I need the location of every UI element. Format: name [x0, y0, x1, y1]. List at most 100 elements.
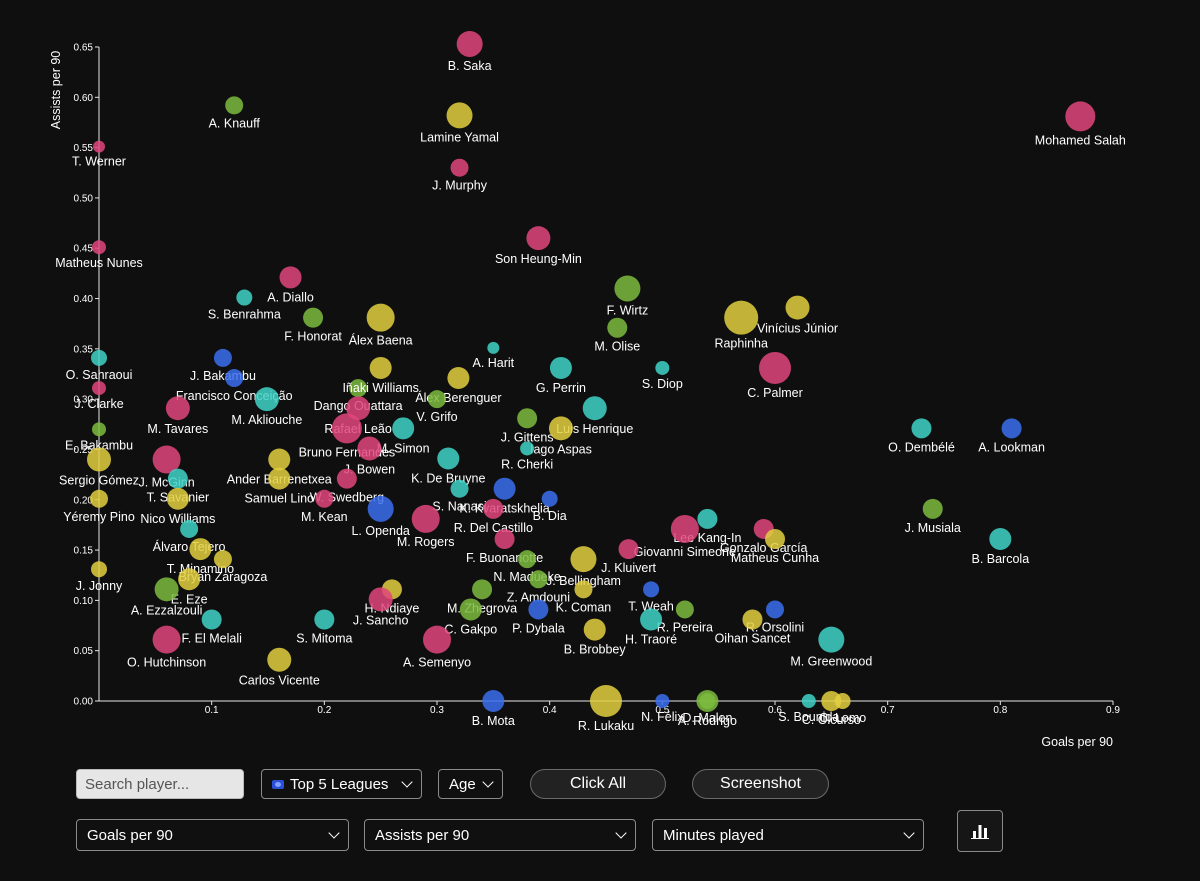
player-label: M. Rogers	[397, 535, 455, 549]
player-label: J. Bakambu	[190, 369, 256, 383]
player-bubble	[428, 390, 446, 409]
player-bubble	[180, 519, 199, 538]
bubble-chart: 0.00 0.05 0.10 0.15 0.20 0.25 0.30 0.35 0.40 0.45…	[49, 30, 1126, 749]
chevron-down-icon	[328, 827, 340, 839]
player-bubble	[314, 609, 335, 630]
x-metric-select[interactable]: Goals per 90	[76, 819, 349, 851]
player-label: K. Kvaratskhelia	[459, 502, 549, 516]
player-bubble	[765, 529, 785, 550]
player-bubble	[92, 240, 106, 255]
player-bubble	[482, 690, 505, 712]
y-tick-label: 0.30	[74, 395, 94, 406]
chart-toggle-button[interactable]	[957, 810, 1003, 852]
player-bubble	[167, 468, 188, 489]
x-tick-label: 0.6	[768, 705, 782, 716]
player-bubble	[696, 690, 719, 712]
player-bubble	[93, 140, 105, 153]
search-input[interactable]	[76, 769, 244, 799]
player-bubble	[236, 289, 253, 306]
player-bubble	[493, 477, 516, 500]
player-bubble	[456, 30, 483, 57]
player-bubble	[303, 307, 324, 328]
click-all-button[interactable]: Click All	[530, 769, 666, 799]
player-label: A. Rodrigo	[678, 714, 737, 728]
y-tick-label: 0.40	[74, 294, 94, 305]
player-label: R. Lukaku	[578, 719, 634, 733]
player-bubble	[213, 550, 232, 569]
player-bubble	[1065, 101, 1096, 132]
y-tick-label: 0.45	[74, 244, 94, 255]
player-bubble	[583, 618, 606, 641]
player-bubble	[911, 418, 932, 439]
x-tick-label: 0.3	[430, 705, 444, 716]
player-bubble	[472, 579, 493, 600]
league-select[interactable]: Top 5 Leagues	[261, 769, 422, 799]
player-bubble	[225, 96, 244, 115]
player-label: K. De Bruyne	[411, 472, 485, 486]
player-label: C. Gakpo	[444, 622, 497, 636]
y-tick-label: 0.20	[74, 495, 94, 506]
player-bubble	[450, 479, 469, 498]
player-bubble	[989, 528, 1012, 551]
player-label: J. Clarke	[74, 397, 123, 411]
player-bubble	[268, 467, 291, 490]
player-bubble	[437, 447, 460, 470]
player-label: A. Diallo	[267, 290, 314, 304]
player-label: B. Mota	[472, 714, 515, 728]
size-metric-select[interactable]: Minutes played	[652, 819, 924, 851]
player-bubble	[450, 158, 469, 177]
player-label: J. Musiala	[905, 521, 961, 535]
y-metric-select[interactable]: Assists per 90	[364, 819, 636, 851]
player-bubble	[675, 600, 694, 619]
player-label: O. Hutchinson	[127, 656, 206, 670]
player-label: C. Lomo	[819, 711, 866, 725]
player-label: F. Wirtz	[607, 303, 649, 317]
player-bubble	[766, 600, 784, 619]
player-bubble	[349, 379, 368, 398]
player-bubble	[529, 570, 548, 589]
player-label: M. Akliouche	[231, 413, 302, 427]
player-bubble	[369, 356, 392, 379]
player-bubble	[487, 341, 500, 354]
player-bubble	[607, 317, 628, 338]
player-bubble	[834, 693, 851, 709]
player-label: Álvaro Tejero	[153, 539, 226, 554]
player-bubble	[618, 539, 639, 560]
y-tick-label: 0.50	[74, 193, 94, 204]
player-label: F. El Melali	[181, 632, 241, 646]
player-label: S. Mitoma	[296, 632, 352, 646]
chevron-down-icon	[401, 776, 413, 788]
player-bubble	[549, 356, 572, 379]
player-label: P. Dybala	[512, 621, 565, 635]
league-select-value: Top 5 Leagues	[290, 775, 389, 793]
player-label: E. Bakambu	[65, 438, 133, 452]
player-bubble	[411, 504, 440, 533]
player-label: Samuel Lino	[245, 492, 315, 506]
player-label: Lamine Yamal	[420, 130, 499, 144]
player-label: B. Barcola	[971, 552, 1029, 566]
x-tick-label: 0.9	[1106, 705, 1120, 716]
age-select[interactable]: Age	[438, 769, 503, 799]
player-label: C. Olcurso	[802, 713, 861, 727]
player-bubble	[582, 396, 607, 421]
player-label: Nico Williams	[140, 512, 215, 526]
player-label: R. Cherki	[501, 457, 553, 471]
screenshot-button[interactable]: Screenshot	[692, 769, 829, 799]
player-bubble	[201, 609, 222, 630]
player-bubble	[483, 498, 504, 519]
player-label: Yéremy Pino	[63, 510, 135, 524]
player-label: Álex Baena	[349, 333, 413, 348]
player-bubble	[640, 608, 663, 631]
player-bubble	[821, 691, 842, 711]
player-bubble	[213, 348, 232, 367]
player-label: M. Tavares	[147, 422, 208, 436]
player-bubble	[279, 266, 302, 289]
player-label: J. Gittens	[501, 430, 554, 444]
player-bubble	[528, 599, 549, 620]
player-bubble	[759, 351, 791, 384]
player-bubble	[518, 550, 537, 569]
player-bubble	[517, 408, 538, 429]
player-bubble	[1001, 418, 1022, 439]
player-label: K. Coman	[556, 600, 612, 614]
player-bubble	[724, 300, 759, 335]
